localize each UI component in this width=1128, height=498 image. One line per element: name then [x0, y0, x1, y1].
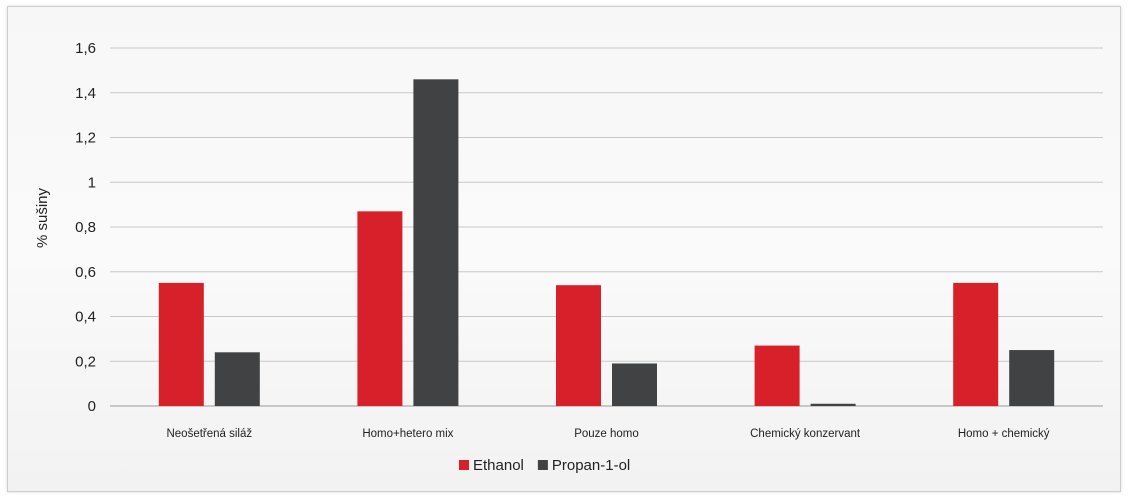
bar-ethanol-3 — [754, 345, 800, 406]
y-tick-label-8: 1,6 — [75, 40, 96, 57]
y-tick-label-5: 1 — [88, 174, 96, 191]
bar-propan-1-ol-1 — [413, 79, 459, 406]
y-tick-label-1: 0,2 — [75, 353, 96, 370]
y-axis-tick-labels: 0 0,2 0,4 0,6 0,8 1 1,2 1,4 1,6 — [75, 40, 96, 415]
bars — [158, 79, 1055, 406]
bar-propan-1-ol-3 — [810, 403, 856, 406]
bar-ethanol-4 — [953, 282, 999, 406]
y-tick-label-2: 0,4 — [75, 309, 96, 326]
legend-swatch-1 — [537, 460, 548, 470]
x-category-label-4: Homo + chemický — [958, 428, 1050, 440]
chart-frame — [7, 6, 1121, 492]
x-axis-category-labels: Neošetřená siláž Homo+hetero mix Pouze hom… — [166, 428, 1049, 440]
y-tick-label-0: 0 — [88, 398, 96, 415]
bar-ethanol-1 — [357, 211, 403, 406]
y-axis-label: % sušiny — [34, 187, 51, 248]
bar-ethanol-2 — [556, 285, 601, 406]
legend-swatch-0 — [459, 460, 469, 470]
bar-propan-1-ol-0 — [214, 352, 260, 406]
bar-propan-1-ol-4 — [1009, 350, 1055, 406]
bar-propan-1-ol-2 — [612, 363, 657, 406]
x-category-label-3: Chemický konzervant — [750, 428, 861, 440]
legend-label-1: Propan-1-ol — [552, 457, 630, 474]
x-category-label-0: Neošetřená siláž — [166, 428, 252, 440]
y-tick-label-3: 0,6 — [75, 264, 96, 281]
y-tick-label-7: 1,4 — [75, 85, 96, 102]
gridlines — [110, 47, 1103, 407]
legend-label-0: Ethanol — [473, 457, 524, 474]
y-tick-label-6: 1,2 — [75, 130, 96, 147]
y-tick-label-4: 0,8 — [75, 219, 96, 236]
legend: Ethanol Propan-1-ol — [459, 457, 630, 474]
x-category-label-2: Pouze homo — [574, 428, 639, 440]
bar-ethanol-0 — [158, 282, 204, 406]
x-category-label-1: Homo+hetero mix — [362, 428, 453, 440]
